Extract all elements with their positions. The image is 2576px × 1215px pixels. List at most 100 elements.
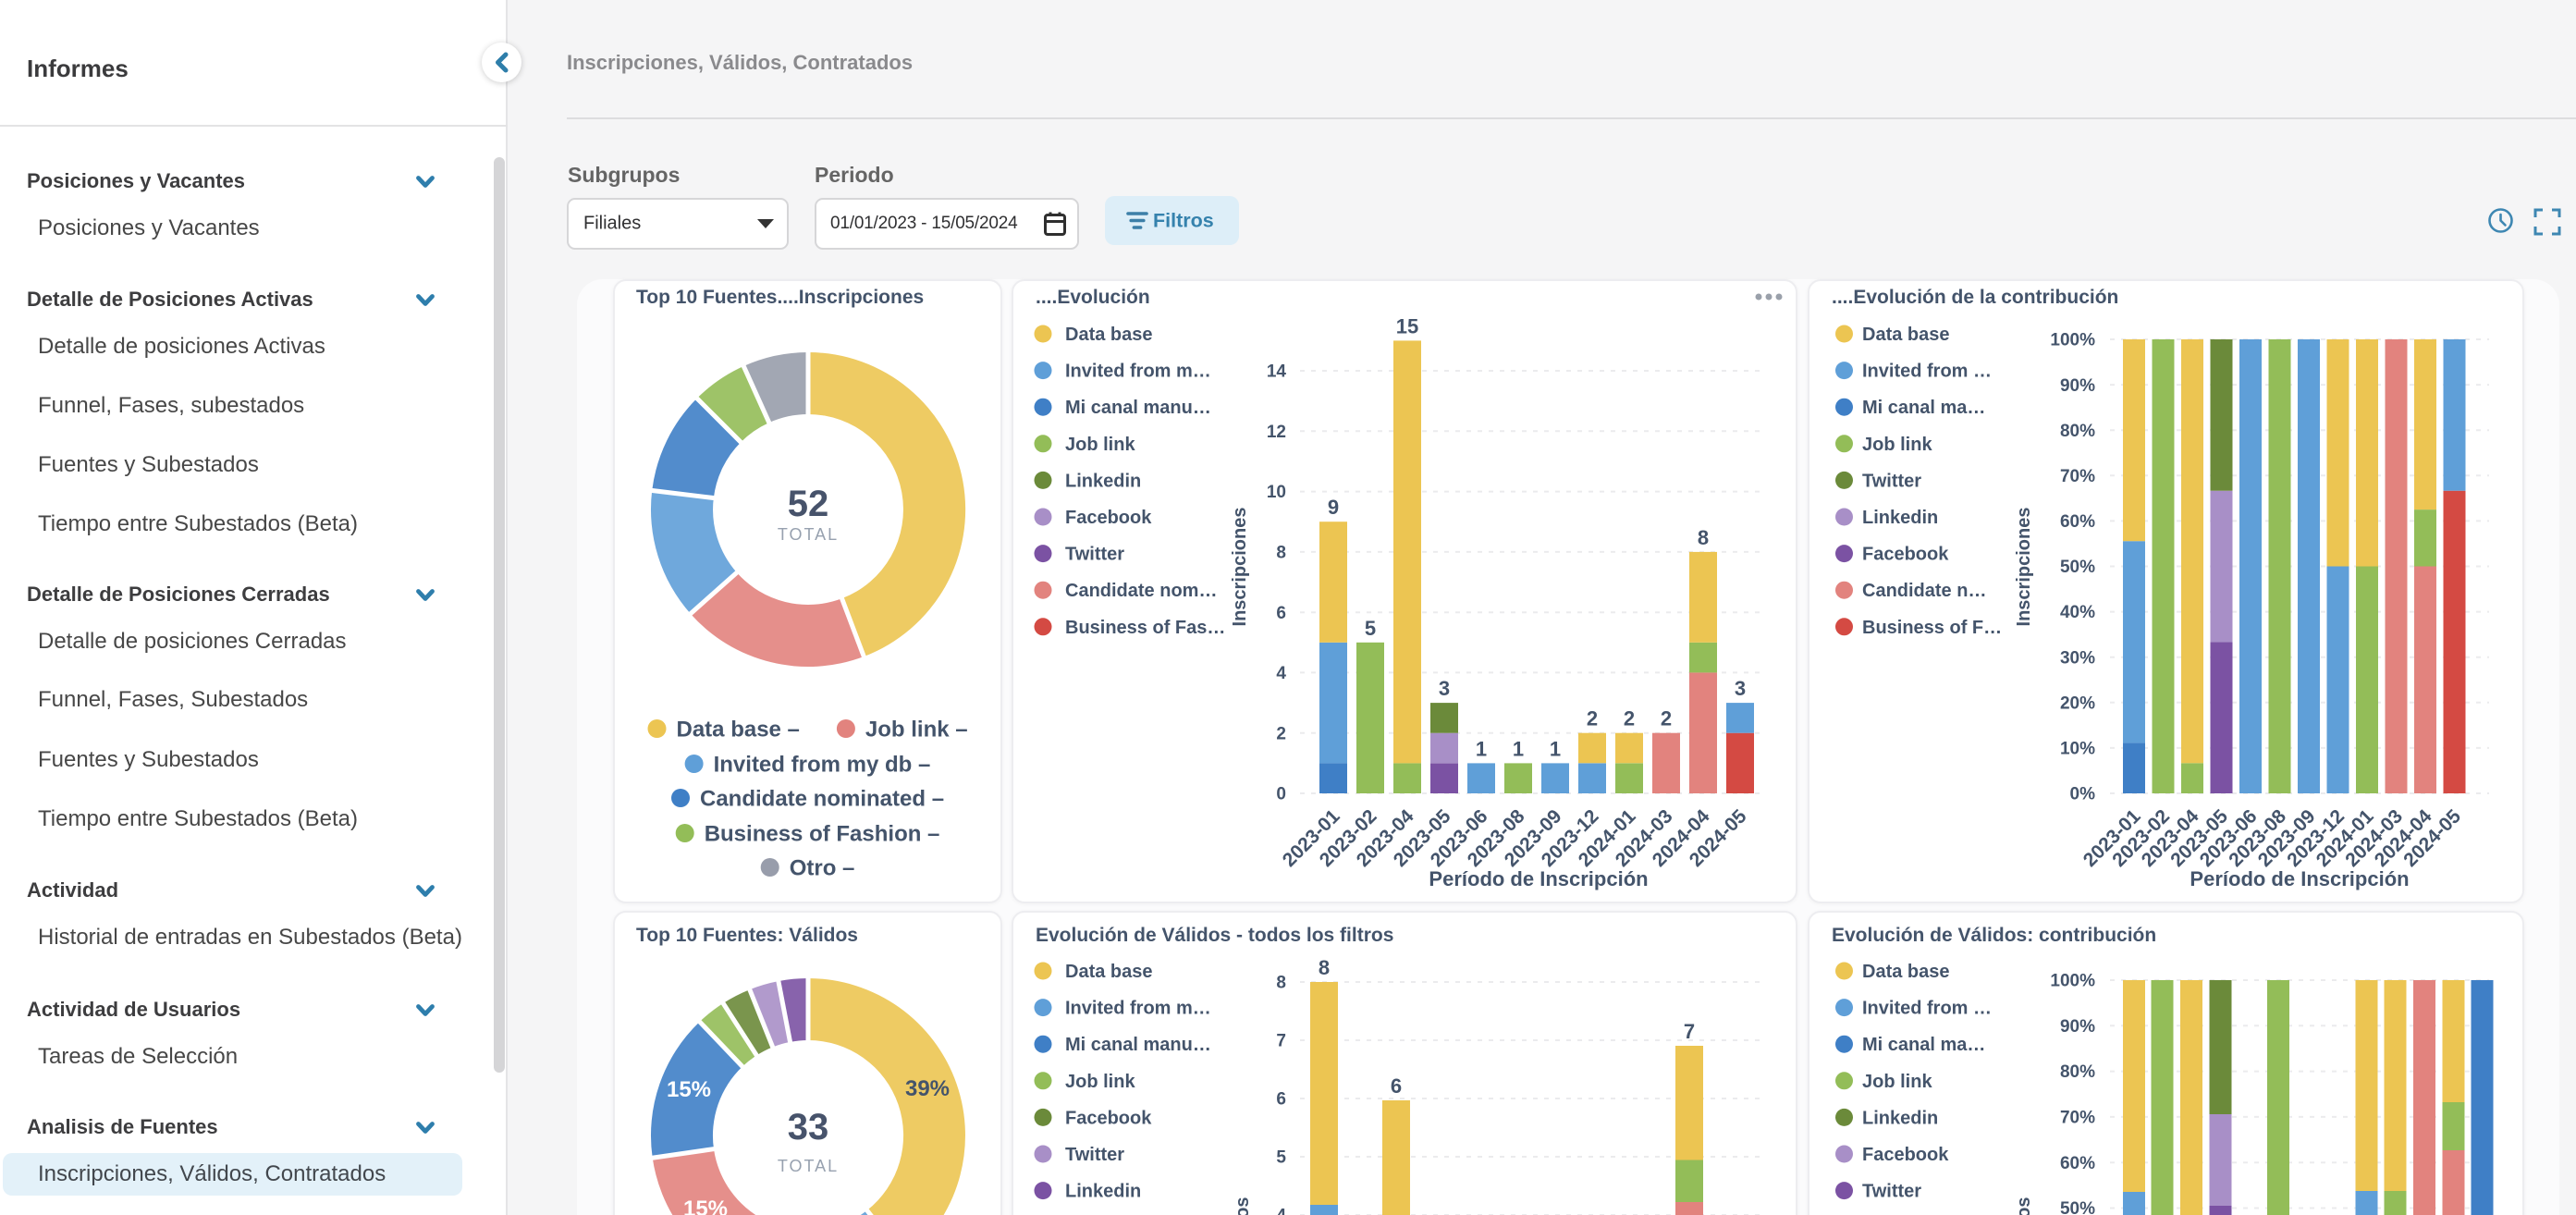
svg-text:6: 6: [1391, 1074, 1402, 1098]
svg-text:Facebook: Facebook: [1065, 1108, 1152, 1128]
svg-text:8: 8: [1319, 956, 1330, 979]
svg-text:Twitter: Twitter: [1065, 1145, 1124, 1165]
svg-text:Invited from my db –: Invited from my db –: [714, 752, 931, 777]
svg-text:Data base: Data base: [1065, 962, 1153, 982]
svg-text:Mi canal ma…: Mi canal ma…: [1862, 398, 1985, 418]
svg-text:3: 3: [1735, 677, 1746, 700]
svg-text:Data base: Data base: [1065, 325, 1153, 345]
svg-text:Invited from m…: Invited from m…: [1065, 362, 1211, 382]
svg-text:2: 2: [1624, 707, 1635, 730]
svg-text:Data base: Data base: [1862, 325, 1950, 345]
svg-text:10%: 10%: [2060, 740, 2095, 759]
svg-text:0%: 0%: [2070, 785, 2096, 804]
svg-text:80%: 80%: [2060, 422, 2095, 441]
svg-text:39%: 39%: [905, 1076, 950, 1101]
svg-text:Top 10 Fuentes....Inscripcione: Top 10 Fuentes....Inscripciones: [636, 287, 924, 308]
svg-text:10: 10: [1267, 483, 1286, 502]
svg-text:TOTAL: TOTAL: [778, 525, 839, 544]
svg-text:40%: 40%: [2060, 603, 2095, 622]
svg-text:6: 6: [1276, 1090, 1286, 1110]
svg-text:Evolución de Válidos - todos l: Evolución de Válidos - todos los filtros: [1036, 925, 1393, 946]
svg-text:12: 12: [1267, 423, 1286, 442]
svg-text:Candidate nom…: Candidate nom…: [1065, 581, 1217, 601]
svg-text:Evolución de Válidos: contribu: Evolución de Válidos: contribución: [1832, 925, 2156, 946]
svg-text:Inscripciones: Inscripciones: [1230, 508, 1250, 627]
svg-text:1: 1: [1550, 737, 1561, 760]
svg-text:Twitter: Twitter: [1862, 1182, 1921, 1202]
svg-text:90%: 90%: [2060, 376, 2095, 396]
svg-text:Linkedin: Linkedin: [1862, 508, 1938, 528]
svg-text:3: 3: [1439, 677, 1450, 700]
svg-text:15%: 15%: [683, 1197, 728, 1215]
svg-text:70%: 70%: [2060, 467, 2095, 486]
svg-text:Job link: Job link: [1065, 1072, 1135, 1092]
svg-text:15%: 15%: [667, 1077, 711, 1102]
svg-text:4: 4: [1276, 1207, 1286, 1215]
svg-text:Período de Inscripción: Período de Inscripción: [1429, 867, 1648, 890]
svg-text:Facebook: Facebook: [1065, 508, 1152, 528]
svg-text:Invited from …: Invited from …: [1862, 999, 1992, 1019]
svg-text:....Evolución: ....Evolución: [1036, 287, 1150, 308]
svg-text:2: 2: [1587, 707, 1598, 730]
svg-text:60%: 60%: [2060, 512, 2095, 532]
svg-text:20%: 20%: [2060, 693, 2095, 713]
svg-text:5: 5: [1276, 1148, 1286, 1168]
svg-text:2: 2: [1661, 707, 1672, 730]
svg-text:Válidos: Válidos: [1233, 1197, 1253, 1215]
svg-text:50%: 50%: [2060, 558, 2095, 577]
svg-text:7: 7: [1684, 1020, 1695, 1043]
svg-text:Job link: Job link: [1065, 435, 1135, 455]
svg-text:Linkedin: Linkedin: [1862, 1108, 1938, 1128]
svg-text:Job link: Job link: [1862, 1072, 1932, 1092]
svg-text:Data base: Data base: [1862, 962, 1950, 982]
svg-text:Business of Fashion –: Business of Fashion –: [705, 821, 940, 846]
svg-text:Job link: Job link: [1862, 435, 1932, 455]
svg-text:8: 8: [1276, 544, 1286, 563]
svg-text:Período de Inscripción: Período de Inscripción: [2190, 867, 2409, 890]
svg-text:90%: 90%: [2060, 1017, 2095, 1037]
svg-text:8: 8: [1276, 974, 1286, 993]
svg-text:Twitter: Twitter: [1862, 471, 1921, 491]
svg-text:30%: 30%: [2060, 648, 2095, 668]
svg-text:Job link –: Job link –: [865, 717, 968, 742]
svg-text:14: 14: [1267, 362, 1287, 382]
svg-text:Facebook: Facebook: [1862, 1145, 1949, 1165]
svg-text:50%: 50%: [2060, 1199, 2095, 1215]
svg-text:Linkedin: Linkedin: [1065, 471, 1141, 491]
svg-text:6: 6: [1276, 604, 1286, 623]
svg-text:Top 10 Fuentes: Válidos: Top 10 Fuentes: Válidos: [636, 925, 858, 946]
svg-text:80%: 80%: [2060, 1062, 2095, 1082]
svg-text:Inscripciones: Inscripciones: [2014, 508, 2034, 627]
svg-text:Candidate nominated –: Candidate nominated –: [700, 786, 944, 811]
svg-text:100%: 100%: [2050, 331, 2095, 350]
svg-text:0: 0: [1276, 785, 1286, 804]
svg-text:60%: 60%: [2060, 1154, 2095, 1173]
svg-text:100%: 100%: [2050, 972, 2095, 991]
svg-text:....Evolución de la contribuci: ....Evolución de la contribución: [1832, 287, 2118, 308]
svg-text:Candidate n…: Candidate n…: [1862, 581, 1986, 601]
svg-text:Facebook: Facebook: [1862, 545, 1949, 565]
svg-text:TOTAL: TOTAL: [778, 1157, 839, 1175]
svg-text:Válidos: Válidos: [2014, 1197, 2034, 1215]
svg-text:70%: 70%: [2060, 1109, 2095, 1128]
svg-text:Mi canal manu…: Mi canal manu…: [1065, 1035, 1211, 1055]
svg-text:Mi canal manu…: Mi canal manu…: [1065, 398, 1211, 418]
svg-text:5: 5: [1365, 617, 1376, 640]
svg-text:15: 15: [1396, 314, 1418, 338]
svg-text:Otro –: Otro –: [790, 855, 855, 880]
svg-text:Data base –: Data base –: [677, 717, 800, 742]
svg-text:Twitter: Twitter: [1065, 545, 1124, 565]
svg-text:Mi canal ma…: Mi canal ma…: [1862, 1035, 1985, 1055]
svg-text:Invited from m…: Invited from m…: [1065, 999, 1211, 1019]
svg-text:52: 52: [788, 484, 829, 524]
svg-text:7: 7: [1276, 1032, 1286, 1051]
svg-text:Business of F…: Business of F…: [1862, 618, 2002, 638]
svg-text:33: 33: [788, 1107, 829, 1148]
svg-text:Invited from …: Invited from …: [1862, 362, 1992, 382]
svg-text:1: 1: [1513, 737, 1524, 760]
svg-text:Linkedin: Linkedin: [1065, 1182, 1141, 1202]
svg-text:1: 1: [1476, 737, 1487, 760]
svg-text:9: 9: [1328, 496, 1339, 519]
svg-text:Business of Fas…: Business of Fas…: [1065, 618, 1225, 638]
svg-text:4: 4: [1276, 664, 1286, 683]
